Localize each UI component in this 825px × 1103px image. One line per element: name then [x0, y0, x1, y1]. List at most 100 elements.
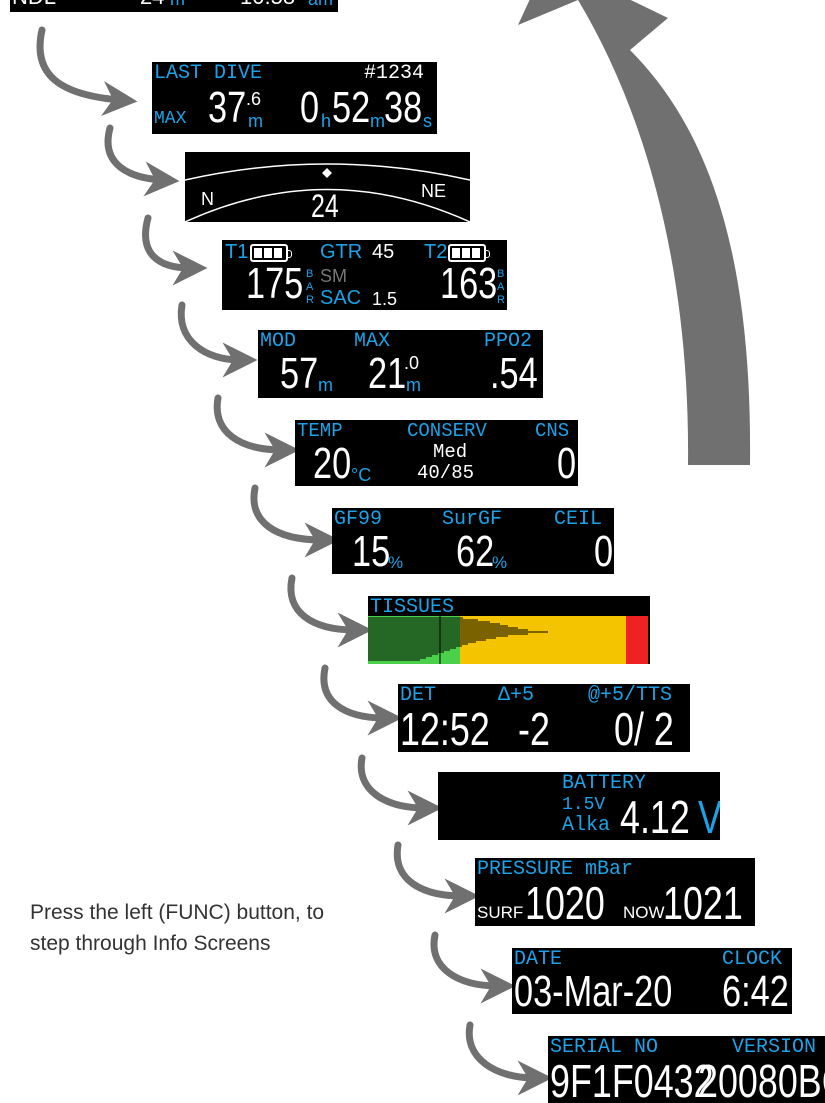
top-mid-text: 24 — [140, 0, 164, 8]
battery-type-voltage: 1.5V — [562, 795, 606, 815]
instruction-caption: Press the left (FUNC) button, to step th… — [30, 901, 325, 955]
conserv-label: CONSERV — [407, 420, 487, 442]
mod-max-value: 21 — [368, 349, 407, 398]
minutes-unit: m — [370, 111, 385, 131]
arrow-2 — [104, 124, 180, 197]
cns-value: 0 — [557, 439, 577, 486]
compass-left-dir: N — [201, 189, 214, 209]
arrow-8 — [320, 664, 403, 736]
dive-seconds: 38 — [384, 83, 423, 132]
screen-tanks: T1 GTR 45 T2 175 B A R SM SAC 1.5 163 B … — [222, 240, 507, 310]
temp-label: TEMP — [297, 420, 343, 442]
temp-value: 20 — [313, 439, 352, 486]
temp-unit: °C — [351, 465, 372, 485]
max-depth-unit: m — [248, 111, 263, 131]
top-mid-unit: m — [170, 0, 185, 8]
mod-label: MOD — [260, 330, 297, 353]
arrow-9 — [357, 754, 443, 826]
top-right-unit: am — [308, 0, 333, 8]
version-label: VERSION — [732, 1036, 817, 1059]
at-tts-value: 0/ 2 — [614, 703, 674, 752]
mod-max-label: MAX — [354, 330, 391, 353]
surf-value: 1020 — [525, 877, 605, 926]
t1-battery-icon — [250, 244, 292, 262]
pressure-title: PRESSURE mBar — [477, 858, 634, 881]
dive-minutes: 52 — [332, 83, 371, 132]
clock-label: CLOCK — [722, 948, 783, 971]
t2-pressure: 163 — [440, 259, 498, 308]
gf99-unit: % — [388, 553, 404, 572]
hours-unit: h — [321, 111, 332, 131]
arrow-6 — [250, 484, 340, 558]
screen-det: DET Δ+5 @+5/TTS 12:52 -2 0/ 2 — [398, 684, 690, 752]
gf99-label: GF99 — [334, 508, 383, 531]
arrow-7 — [287, 574, 373, 648]
arrow-12 — [465, 1021, 553, 1096]
screen-tissues: TISSUES — [368, 596, 650, 664]
battery-type-name: Alka — [562, 814, 611, 837]
det-value: 12:52 — [400, 703, 490, 752]
t1-label: T1 — [225, 241, 249, 263]
top-right-text: 10:58 — [240, 0, 295, 8]
clock-value: 6:42 — [722, 967, 789, 1014]
delta-value: -2 — [518, 703, 550, 752]
mod-value: 57 — [280, 349, 319, 398]
t1-unit-bar: B A R — [306, 268, 314, 306]
cns-label: CNS — [535, 420, 570, 442]
conserv-value: Med — [433, 441, 468, 463]
max-depth-dec: .6 — [246, 89, 262, 109]
max-label: MAX — [154, 109, 187, 129]
battery-title: BATTERY — [562, 772, 647, 795]
t2-battery-icon — [448, 244, 490, 262]
sac-value: 1.5 — [372, 289, 398, 309]
serial-label: SERIAL NO — [550, 1036, 659, 1059]
tissue-band-red — [626, 616, 648, 664]
battery-voltage: 4.12 — [620, 791, 690, 840]
seconds-unit: s — [423, 111, 432, 131]
now-label: NOW — [623, 903, 665, 922]
mod-unit: m — [318, 375, 333, 395]
surgf-unit: % — [492, 553, 508, 572]
surgf-label: SurGF — [442, 508, 503, 531]
t2-label: T2 — [424, 241, 448, 263]
max-depth: 37 — [208, 83, 247, 132]
compass-heading: 24 — [311, 188, 339, 222]
screen-compass: N NE 24 — [185, 152, 470, 222]
surgf-value: 62 — [456, 527, 495, 574]
top-left-text: NDL — [12, 0, 56, 8]
tissue-bars — [368, 616, 548, 664]
mod-max-dec: .0 — [404, 353, 420, 373]
compass-arcs — [185, 163, 470, 222]
dive-number: #1234 — [364, 62, 425, 85]
mod-max-unit: m — [406, 375, 421, 395]
t2-unit-bar: B A R — [497, 268, 505, 306]
arrow-4 — [177, 301, 258, 378]
serial-value: 9F1F0432 — [550, 1055, 714, 1103]
screen-gf: GF99 SurGF CEIL 15 % 62 % 0 — [332, 508, 614, 574]
ceil-value: 0 — [594, 527, 614, 574]
t1-pressure: 175 — [246, 259, 304, 308]
compass-right-dir: NE — [421, 181, 447, 201]
last-dive-title: LAST DIVE — [154, 62, 263, 85]
screen-pressure: PRESSURE mBar SURF 1020 NOW 1021 — [475, 858, 755, 926]
arrow-5 — [213, 394, 300, 468]
ceil-label: CEIL — [554, 508, 603, 531]
sac-label: SAC — [320, 287, 362, 309]
gf99-value: 15 — [352, 527, 391, 574]
date-label: DATE — [514, 948, 563, 971]
date-value: 03-Mar-20 — [514, 967, 673, 1014]
ppo2-label: PPO2 — [484, 330, 533, 353]
screen-battery: BATTERY 1.5V Alka 4.12 V — [438, 772, 720, 840]
tissues-title: TISSUES — [370, 596, 455, 619]
gtr-label: GTR — [320, 241, 363, 263]
arrow-3 — [142, 214, 208, 286]
at-tts-label: @+5/TTS — [588, 684, 673, 707]
dive-hours: 0 — [300, 83, 320, 132]
arrow-11 — [430, 931, 516, 1004]
screen-mod: MOD MAX PPO2 57 m 21 .0 m .54 — [258, 330, 543, 398]
ppo2-value: .54 — [490, 349, 538, 398]
arrow-1 — [36, 26, 138, 116]
return-arrow — [518, 0, 751, 465]
gtr-value: 45 — [372, 241, 395, 263]
